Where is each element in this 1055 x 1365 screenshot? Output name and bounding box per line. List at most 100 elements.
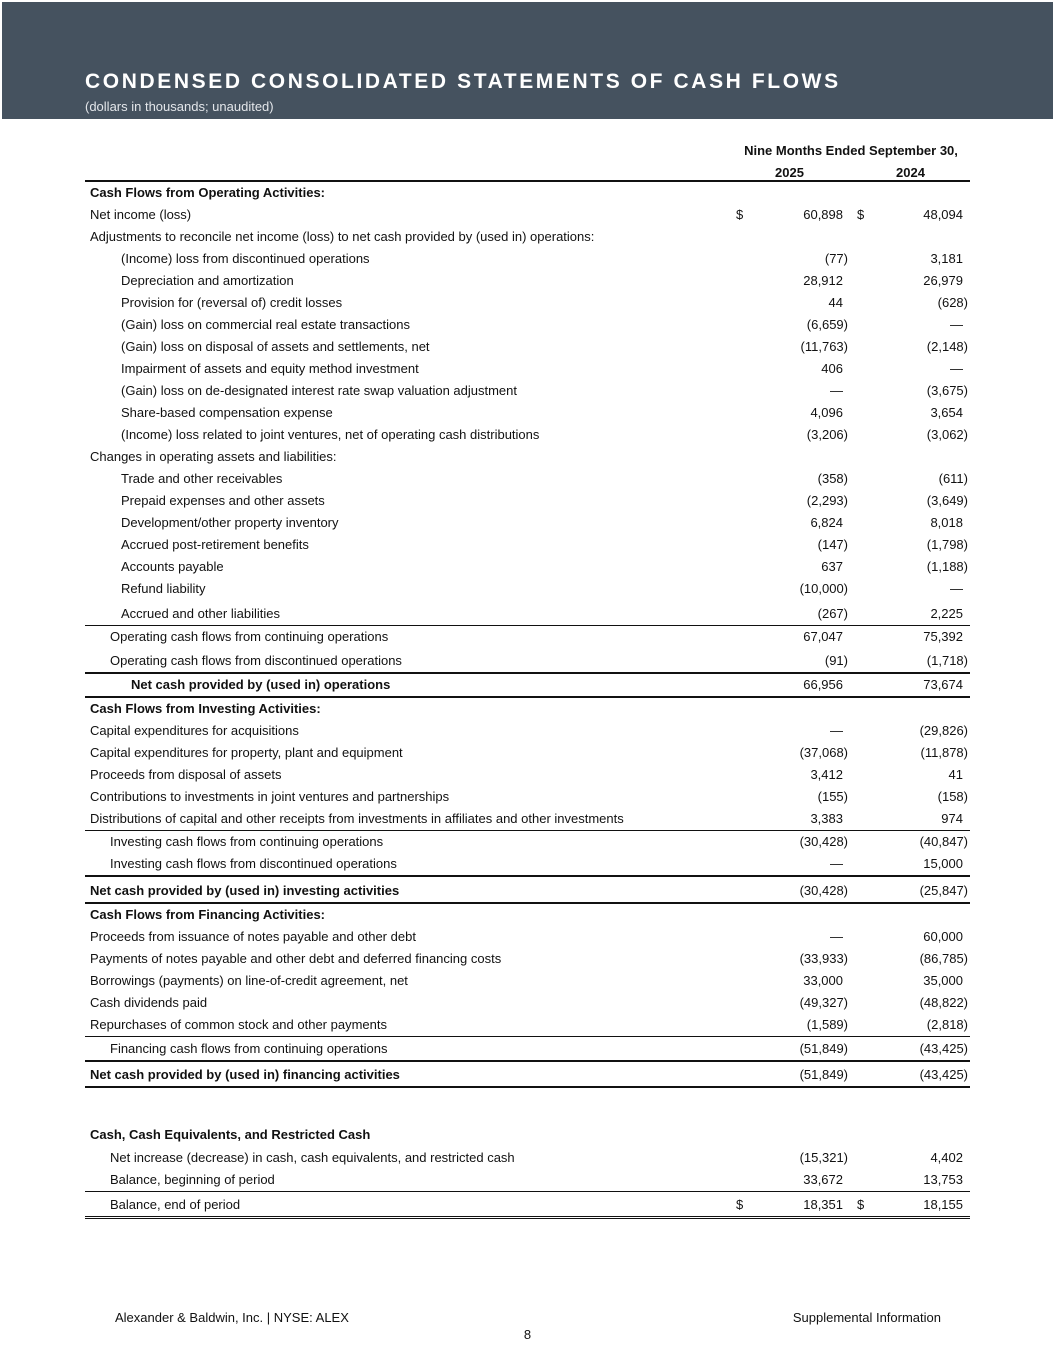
table-row: Investing cash flows from continuing ope… [85, 831, 970, 853]
table-row: Balance, end of period $ $18,351 18,155 [85, 1194, 970, 1219]
row-label: Proceeds from disposal of assets [90, 767, 282, 782]
value-2025: (155) [817, 789, 848, 804]
row-label: (Gain) loss on de-designated interest ra… [121, 383, 517, 398]
value-2024: (2,818) [926, 1017, 968, 1032]
table-row: Operating cash flows from discontinued o… [85, 650, 970, 674]
value-2025: (1,589) [806, 1017, 848, 1032]
value-2024: 2,225 [930, 606, 963, 621]
value-2025: 4,096 [810, 405, 843, 420]
value-2024: (29,826) [919, 723, 968, 738]
row-label: Operating cash flows from discontinued o… [110, 653, 402, 668]
value-2025: — [830, 856, 843, 871]
value-2025: (77) [824, 251, 848, 266]
table-row: Proceeds from issuance of notes payable … [85, 926, 970, 948]
value-2025: 44 [828, 295, 843, 310]
row-label: Impairment of assets and equity method i… [121, 361, 419, 376]
table-row: (Gain) loss on de-designated interest ra… [85, 380, 970, 402]
table-row: Distributions of capital and other recei… [85, 808, 970, 831]
row-label: Investing cash flows from discontinued o… [110, 856, 397, 871]
year-header-2024: 2024 [896, 165, 925, 180]
value-2025: (91) [824, 653, 848, 668]
table-row: Balance, beginning of period 33,672 13,753 [85, 1169, 970, 1192]
value-2025: (51,849) [799, 1041, 848, 1056]
value-2024: (48,822) [919, 995, 968, 1010]
row-label: Financing cash flows from continuing ope… [110, 1041, 388, 1056]
table-row: Operating cash flows from continuing ope… [85, 626, 970, 648]
value-2024: 3,181 [930, 251, 963, 266]
section-row: Net cash provided by (used in) investing… [85, 880, 970, 904]
value-2024: — [950, 361, 963, 376]
row-label: Payments of notes payable and other debt… [90, 951, 502, 966]
table-row: Net income (loss) $ $60,898 48,094 [85, 204, 970, 226]
row-label: Provision for (reversal of) credit losse… [121, 295, 343, 310]
row-label: Accrued and other liabilities [121, 606, 280, 621]
row-label: Depreciation and amortization [121, 273, 294, 288]
row-label: Share-based compensation expense [121, 405, 333, 420]
value-2024: 3,654 [930, 405, 963, 420]
value-2024: 75,392 [923, 629, 963, 644]
table-row: Share-based compensation expense 4,096 3,6… [85, 402, 970, 424]
value-2025: (11,763) [800, 339, 848, 354]
value-2024: 15,000 [923, 856, 963, 871]
currency-symbol: $ [736, 1197, 744, 1212]
value-2024: (11,878) [920, 745, 968, 760]
row-label: Accrued post-retirement benefits [121, 537, 309, 552]
row-label: Cash Flows from Financing Activities: [90, 907, 325, 922]
value-2025: (10,000) [799, 581, 848, 596]
value-2024: (1,188) [926, 559, 968, 574]
value-2025: — [830, 383, 843, 398]
row-label: Accounts payable [121, 559, 224, 574]
value-2024: 18,155 [923, 1197, 963, 1212]
row-label: Operating cash flows from continuing ope… [110, 629, 389, 644]
row-label: (Gain) loss on commercial real estate tr… [121, 317, 411, 332]
value-2025: 3,383 [810, 811, 843, 826]
value-2025: 60,898 [803, 207, 843, 222]
value-2025: 33,672 [803, 1172, 843, 1187]
currency-symbol: $ [857, 207, 865, 222]
row-label: (Income) loss from discontinued operatio… [121, 251, 370, 266]
value-2025: 66,956 [803, 677, 843, 692]
table-row: Proceeds from disposal of assets 3,412 41 [85, 764, 970, 786]
value-2025: 18,351 [803, 1197, 843, 1212]
table-row: Net increase (decrease) in cash, cash eq… [85, 1147, 970, 1169]
row-label: Development/other property inventory [121, 515, 339, 530]
value-2025: (33,933) [799, 951, 848, 966]
table-row: Accrued and other liabilities (267) 2,225 [85, 603, 970, 626]
table-row: Accounts payable 637 (1,188) [85, 556, 970, 578]
value-2025: (2,293) [806, 493, 848, 508]
value-2024: (43,425) [919, 1067, 968, 1082]
row-label: Borrowings (payments) on line-of-credit … [90, 973, 408, 988]
row-label: Cash dividends paid [90, 995, 208, 1010]
row-label: (Gain) loss on disposal of assets and se… [121, 339, 430, 354]
value-2025: (6,659) [806, 317, 848, 332]
row-label: Proceeds from issuance of notes payable … [90, 929, 416, 944]
row-label: Adjustments to reconcile net income (los… [90, 229, 595, 244]
row-label: Investing cash flows from continuing ope… [110, 834, 384, 849]
page-title: CONDENSED CONSOLIDATED STATEMENTS OF CAS… [85, 70, 841, 93]
currency-symbol: $ [736, 207, 744, 222]
page-subtitle: (dollars in thousands; unaudited) [85, 99, 274, 114]
section-row: Cash Flows from Operating Activities: [85, 182, 970, 204]
value-2024: (1,718) [926, 653, 968, 668]
table-row: Accrued post-retirement benefits (147) (1,… [85, 534, 970, 556]
value-2025: (147) [817, 537, 848, 552]
table-row: (Income) loss related to joint ventures,… [85, 424, 970, 446]
table-row: Investing cash flows from discontinued o… [85, 853, 970, 877]
value-2024: (1,798) [926, 537, 968, 552]
value-2025: (3,206) [806, 427, 848, 442]
value-2025: 67,047 [803, 629, 843, 644]
header-band [2, 2, 1053, 119]
value-2025: 33,000 [803, 973, 843, 988]
value-2024: (43,425) [919, 1041, 968, 1056]
value-2025: 28,912 [803, 273, 843, 288]
value-2025: (49,327) [799, 995, 848, 1010]
header-rule [85, 180, 970, 182]
row-label: Prepaid expenses and other assets [121, 493, 325, 508]
table-row: (Income) loss from discontinued operatio… [85, 248, 970, 270]
value-2024: 73,674 [923, 677, 963, 692]
table-row: Contributions to investments in joint ve… [85, 786, 970, 808]
value-2024: (628) [937, 295, 968, 310]
table-row: Provision for (reversal of) credit losse… [85, 292, 970, 314]
section-row: Cash Flows from Financing Activities: [85, 904, 970, 926]
value-2025: 637 [821, 559, 843, 574]
